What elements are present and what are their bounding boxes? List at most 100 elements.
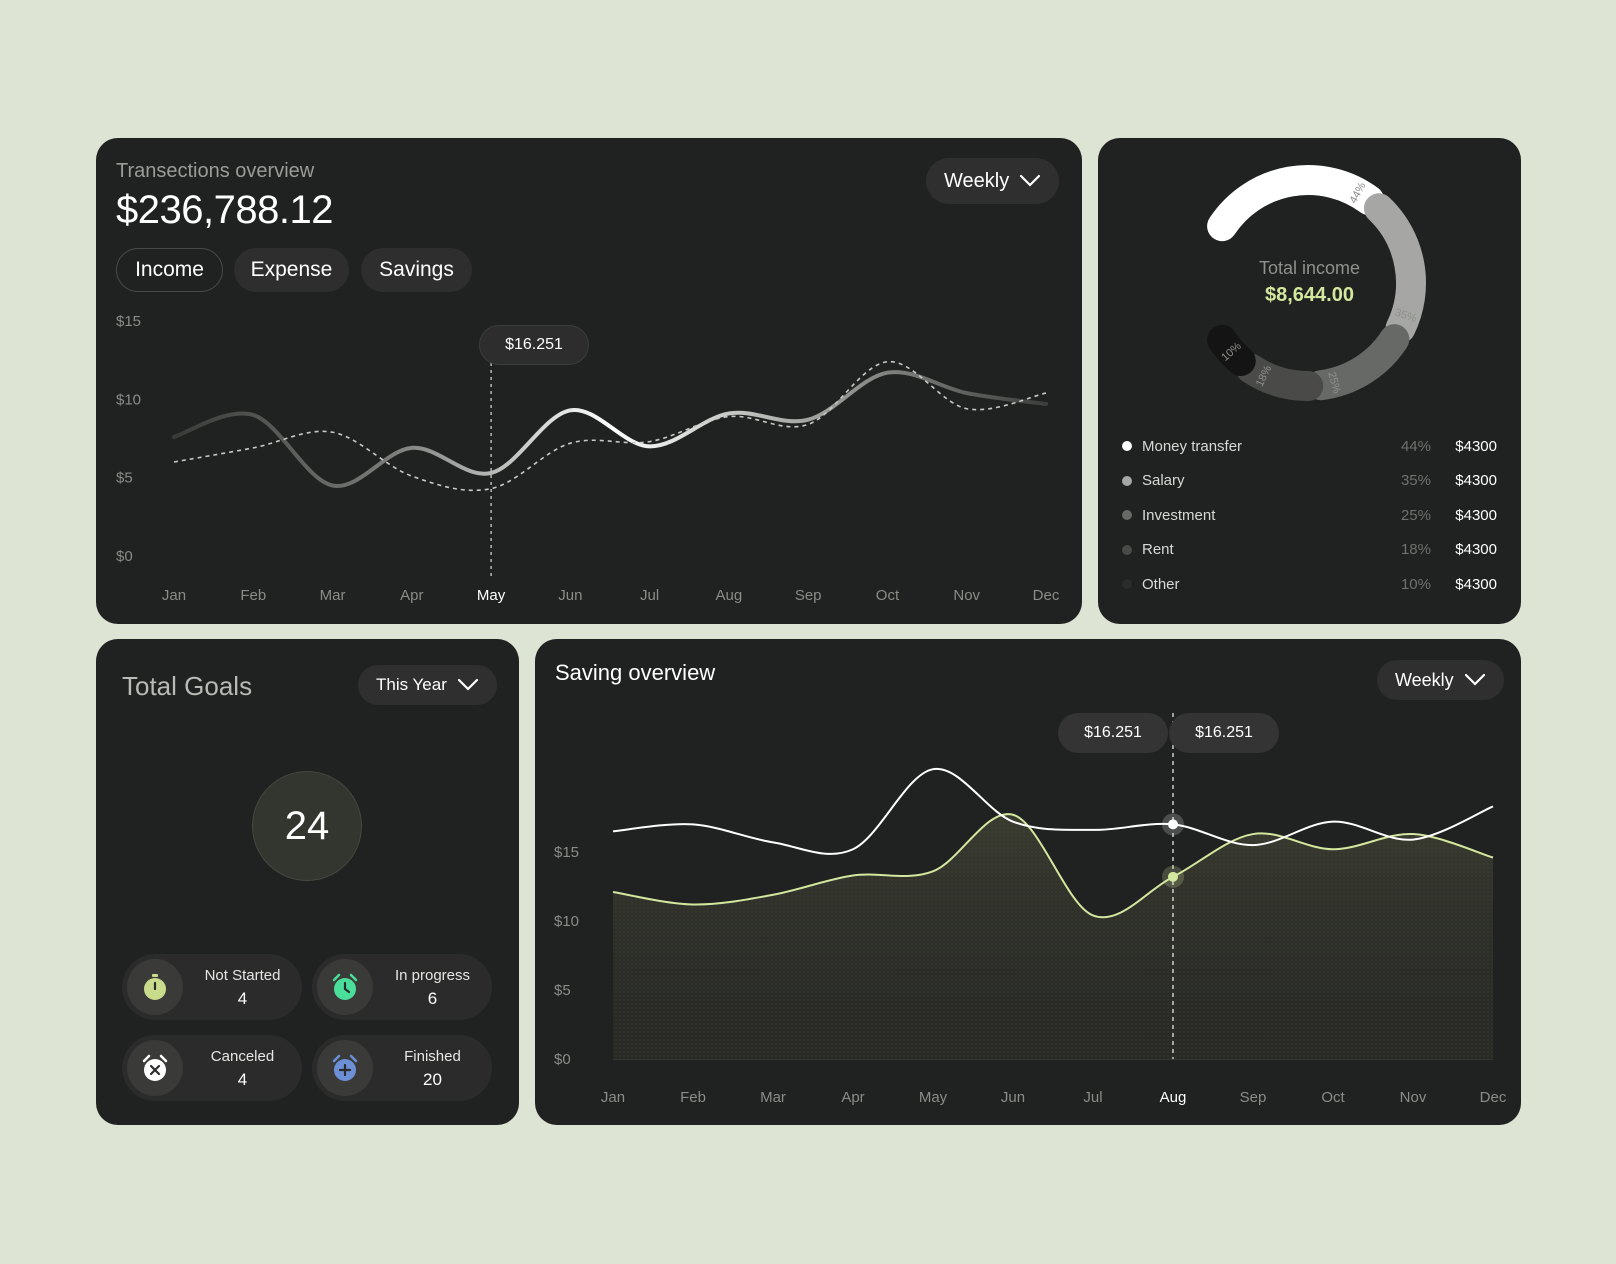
legend-item[interactable]: Other 10% $4300: [1122, 567, 1497, 601]
legend-item[interactable]: Investment 25% $4300: [1122, 498, 1497, 532]
legend-label: Salary: [1142, 472, 1185, 489]
x-tick-label: Mar: [760, 1089, 786, 1106]
status-finished[interactable]: Finished 20: [312, 1035, 492, 1101]
saving-area-chart: $15 $10 $5 $0 Jan Feb Mar Apr May Jun Jul Aug Sep Oct…: [554, 713, 1507, 1106]
area-shade: [613, 814, 1493, 1059]
series-line-white: [612, 768, 1494, 855]
tab-savings[interactable]: Savings: [361, 248, 472, 292]
donut-slice[interactable]: [1207, 165, 1385, 242]
series-line-green: [612, 813, 1494, 919]
legend-percent: 44%: [1400, 437, 1431, 455]
donut-slice[interactable]: [1363, 193, 1426, 344]
legend-percent: 25%: [1400, 506, 1431, 524]
x-tick-label: Feb: [240, 587, 266, 604]
x-tick-label: Dec: [1033, 587, 1060, 604]
income-donut-chart: 44%35%25%18%10%: [1207, 165, 1426, 402]
transactions-overview-card: Transections overview $236,788.12 Weekly…: [96, 138, 1082, 624]
x-tick-label: Mar: [320, 587, 346, 604]
saving-period-dropdown[interactable]: Weekly: [1377, 660, 1504, 700]
saving-tooltip-left: $16.251: [1058, 713, 1168, 753]
donut-center-value: $8,644.00: [1265, 284, 1354, 306]
y-tick-label: $10: [116, 391, 141, 408]
legend-amount: $4300: [1455, 506, 1497, 524]
x-tick-label: Aug: [716, 587, 743, 604]
goals-total-count: 24: [252, 771, 362, 881]
status-label: Canceled: [210, 1048, 275, 1065]
status-label: Not Started: [204, 967, 281, 984]
x-tick-label: Jul: [640, 587, 659, 604]
status-label: In progress: [394, 967, 471, 984]
transactions-tooltip: $16.251: [479, 325, 589, 365]
x-tick-label: May: [477, 587, 506, 604]
series-line-solid: [172, 370, 1048, 488]
x-tick-label: Apr: [841, 1089, 864, 1106]
marker-point-green: [1168, 871, 1178, 882]
legend-dot: [1122, 510, 1132, 520]
x-tick-label: Jan: [601, 1089, 625, 1106]
y-tick-label: $15: [554, 844, 579, 861]
legend-amount: $4300: [1455, 575, 1497, 593]
x-tick-label: Jul: [1083, 1089, 1102, 1106]
alarm-plus-icon: [317, 1040, 373, 1096]
transactions-title: Transections overview: [116, 160, 315, 182]
legend-amount: $4300: [1455, 472, 1497, 489]
legend-item[interactable]: Salary 35% $4300: [1122, 464, 1497, 498]
status-count: 4: [237, 1070, 248, 1089]
x-tick-label: Oct: [1321, 1089, 1345, 1106]
slice-pct-label: 25%: [1325, 370, 1342, 395]
tab-income-label: Income: [135, 258, 204, 281]
period-label: Weekly: [944, 169, 1010, 192]
series-line-dashed: [173, 360, 1047, 492]
status-count: 4: [237, 989, 248, 1008]
status-label: Finished: [404, 1048, 461, 1065]
x-tick-label: Oct: [876, 587, 900, 604]
tooltip-value: $16.251: [1084, 724, 1142, 741]
transactions-line-chart: $15 $10 $5 $0 Jan Feb Mar Apr May Jun Jul Aug Sep Oct…: [116, 313, 1060, 604]
y-tick-label: $5: [116, 470, 133, 487]
y-tick-label: $0: [116, 548, 133, 565]
transactions-period-dropdown[interactable]: Weekly: [926, 158, 1060, 204]
donut-slice[interactable]: [1207, 324, 1256, 377]
y-tick-label: $10: [554, 913, 579, 930]
x-tick-label: Sep: [1240, 1089, 1267, 1106]
saving-title: Saving overview: [555, 660, 716, 685]
status-not-started[interactable]: Not Started 4: [122, 954, 302, 1020]
x-tick-label: Jun: [558, 587, 582, 604]
legend-dot: [1122, 579, 1132, 589]
legend-percent: 10%: [1400, 575, 1431, 593]
donut-slice[interactable]: [1235, 353, 1324, 402]
chevron-down-icon: [1464, 673, 1485, 686]
legend-label: Other: [1142, 575, 1180, 593]
y-tick-label: $5: [554, 982, 571, 999]
tab-income[interactable]: Income: [116, 248, 223, 292]
legend-item[interactable]: Money transfer 44% $4300: [1122, 429, 1497, 463]
chevron-down-icon: [457, 678, 478, 691]
status-canceled[interactable]: Canceled 4: [122, 1035, 302, 1101]
tab-expense[interactable]: Expense: [234, 248, 349, 292]
x-tick-label: Nov: [1400, 1089, 1427, 1106]
saving-tooltip-right: $16.251: [1169, 713, 1279, 753]
y-tick-label: $0: [554, 1051, 571, 1068]
legend-item[interactable]: Rent 18% $4300: [1122, 533, 1497, 567]
tooltip-value: $16.251: [1195, 724, 1253, 741]
transactions-total: $236,788.12: [116, 188, 333, 232]
legend-label: Rent: [1142, 541, 1174, 558]
x-tick-label: Jan: [162, 587, 186, 604]
status-count: 6: [427, 989, 438, 1008]
status-in-progress[interactable]: In progress 6: [312, 954, 492, 1020]
goals-period-dropdown[interactable]: This Year: [358, 665, 497, 705]
x-tick-label: Nov: [953, 587, 980, 604]
legend-dot: [1122, 441, 1132, 451]
donut-center-label: Total income: [1258, 258, 1361, 278]
legend-dot: [1122, 544, 1132, 555]
y-tick-label: $15: [116, 313, 141, 330]
saving-overview-card: Saving overview Weekly $15 $10 $5 $0 Jan Feb M…: [535, 639, 1521, 1125]
legend-percent: 18%: [1400, 541, 1431, 558]
total-goals-card: Total Goals This Year 24 Not Started 4 In…: [96, 639, 519, 1125]
x-tick-label: Dec: [1480, 1089, 1507, 1106]
legend-label: Money transfer: [1142, 437, 1243, 455]
donut-slice[interactable]: [1305, 324, 1410, 401]
x-tick-label: Sep: [795, 587, 822, 604]
x-tick-label: Apr: [400, 587, 423, 604]
legend-dot: [1122, 475, 1132, 486]
